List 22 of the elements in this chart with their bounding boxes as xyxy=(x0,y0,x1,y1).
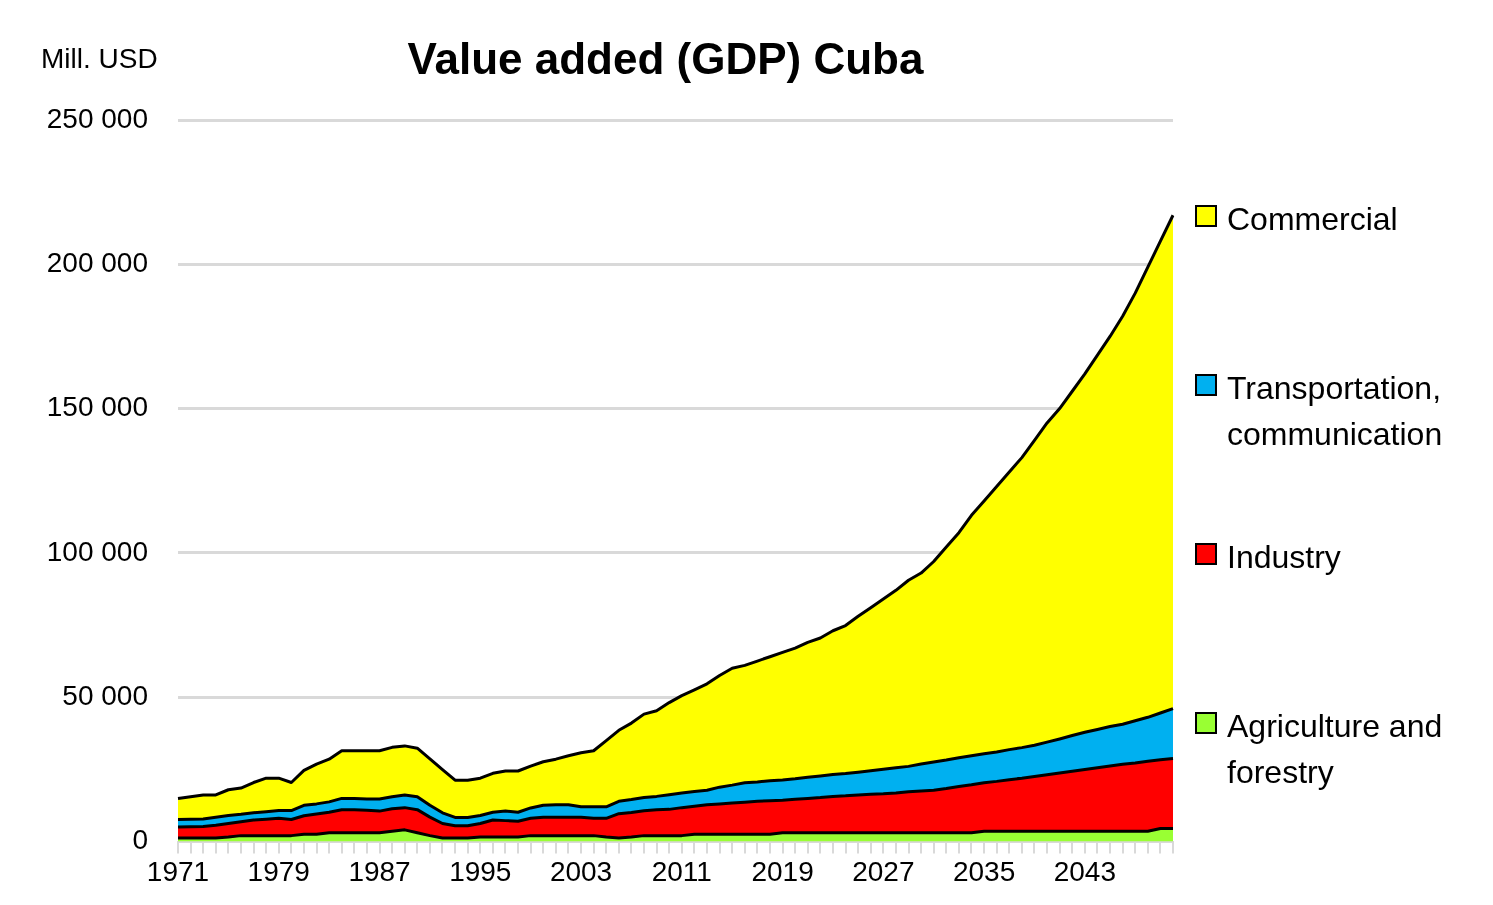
y-tick-label: 150 000 xyxy=(46,391,148,423)
legend-label: Agriculture and forestry xyxy=(1227,707,1444,792)
y-axis-title: Mill. USD xyxy=(41,42,158,74)
y-tick-label: 0 xyxy=(132,824,148,856)
legend-label: Commercial xyxy=(1227,200,1398,239)
y-tick-label: 50 000 xyxy=(62,679,148,711)
x-tick-label: 2003 xyxy=(549,855,613,887)
y-tick-label: 100 000 xyxy=(46,535,148,567)
x-tick-label: 2035 xyxy=(952,855,1016,887)
x-tick-label: 2011 xyxy=(651,855,712,887)
x-tick-label: 1987 xyxy=(348,855,411,887)
legend-label: Transportation, communication xyxy=(1227,369,1444,454)
x-tick-label: 1979 xyxy=(247,855,310,887)
legend-label: Industry xyxy=(1227,538,1341,577)
x-tick-label: 1995 xyxy=(449,855,512,887)
y-tick-label: 250 000 xyxy=(46,102,148,134)
x-tick-label: 2019 xyxy=(751,855,814,887)
x-tick-label: 2043 xyxy=(1053,855,1116,887)
x-tick-label: 2027 xyxy=(852,855,915,887)
y-tick-label: 200 000 xyxy=(46,247,148,278)
x-tick-label: 1971 xyxy=(146,855,210,887)
chart-title: Value added (GDP) Cuba xyxy=(407,34,924,84)
